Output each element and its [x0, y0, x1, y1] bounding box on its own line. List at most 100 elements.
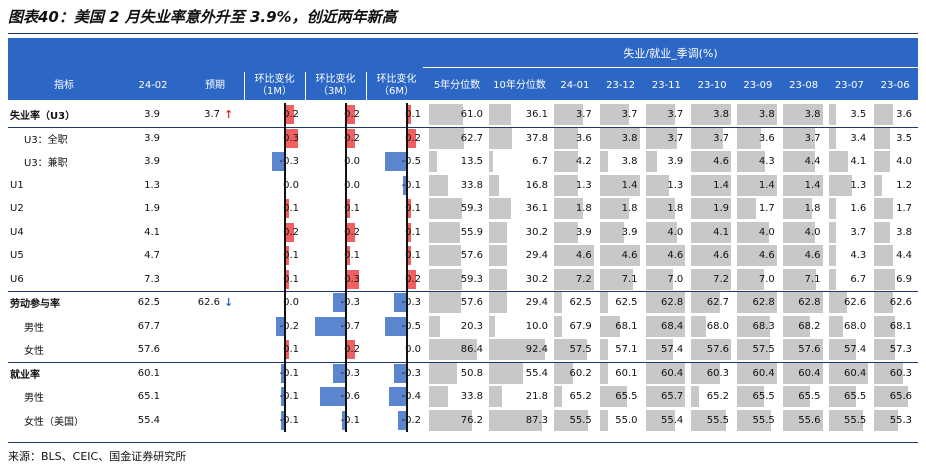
change-1m-bar: [285, 269, 290, 289]
history-value: 4.0: [758, 226, 775, 238]
history-value: 4.6: [667, 250, 684, 261]
row-label: U1: [10, 179, 24, 191]
change-1m-bar: [276, 316, 285, 336]
expected-value: 3.7: [204, 109, 220, 120]
history-value: 68.4: [660, 320, 684, 332]
change-6m-value: -0.3: [401, 297, 421, 308]
group-divider: [8, 361, 918, 363]
history-bar: [599, 127, 640, 149]
change-3m-bar: [332, 293, 346, 312]
value-24-02: 3.9: [144, 156, 160, 167]
pct-10y-value: 55.4: [525, 367, 548, 379]
value-24-02: 1.3: [144, 179, 160, 191]
history-bar: [645, 198, 675, 219]
history-bar: [874, 292, 893, 313]
value-24-02: 4.7: [144, 250, 160, 261]
history-value: 65.5: [843, 391, 867, 402]
history-bar: [554, 245, 594, 266]
history-value: 57.1: [615, 344, 638, 355]
history-value: 3.8: [621, 132, 638, 144]
header-cell: 5年分位数: [433, 80, 481, 91]
pct-10y-bar: [489, 174, 500, 196]
history-value: 4.1: [850, 156, 867, 167]
history-value: 7.1: [804, 273, 821, 285]
history-value: 1.4: [713, 179, 729, 191]
pct-5y-value: 57.6: [460, 250, 483, 261]
value-24-02: 3.9: [144, 132, 160, 144]
change-3m-axis: [345, 126, 347, 150]
change-3m-value: 0.2: [344, 226, 360, 238]
header-cell: 指标: [54, 80, 74, 91]
history-bar: [554, 104, 584, 125]
change-3m-value: -0.1: [340, 414, 360, 426]
change-1m-value: 0.2: [283, 109, 299, 120]
change-6m-value: 0.2: [405, 132, 421, 144]
history-value: 4.4: [804, 156, 821, 167]
history-bar: [554, 221, 578, 243]
history-value: 3.9: [667, 156, 684, 167]
history-bar: [737, 104, 777, 125]
history-value: 60.4: [798, 367, 821, 379]
change-1m-axis: [284, 361, 286, 385]
change-1m-axis: [284, 408, 286, 432]
history-bar: [691, 409, 726, 431]
pct-5y-value: 13.5: [460, 156, 483, 167]
history-value: 60.2: [569, 367, 592, 379]
header-divider: [244, 72, 245, 100]
history-bar: [554, 174, 578, 196]
change-1m-bar: [285, 340, 290, 359]
change-3m-axis: [345, 361, 347, 385]
pct-5y-value: 59.3: [460, 203, 483, 214]
pct-5y-bar: [429, 127, 465, 149]
history-value: 60.4: [843, 367, 867, 379]
pct-5y-bar: [429, 315, 441, 337]
change-3m-bar: [315, 316, 346, 336]
history-value: 3.7: [713, 132, 729, 144]
pct-5y-bar: [429, 221, 461, 243]
history-bar: [691, 174, 731, 196]
change-1m-bar: [280, 410, 285, 430]
history-value: 3.6: [575, 132, 592, 144]
pct-10y-value: 37.8: [525, 132, 548, 144]
row-label: U5: [10, 250, 24, 261]
history-bar: [828, 315, 843, 337]
history-bar: [782, 104, 823, 125]
history-bar: [737, 268, 765, 290]
history-bar: [554, 315, 562, 337]
pct-10y-bar: [489, 292, 507, 313]
history-bar: [874, 151, 891, 172]
history-bar: [599, 409, 608, 431]
change-1m-bar: [285, 128, 299, 148]
history-value: 7.1: [621, 273, 638, 285]
change-3m-bar: [341, 410, 346, 430]
history-bar: [782, 292, 823, 313]
history-bar: [599, 386, 627, 407]
history-value: 57.5: [569, 344, 592, 355]
history-value: 6.7: [850, 273, 867, 285]
history-bar: [691, 221, 731, 243]
history-value: 3.8: [713, 109, 729, 120]
history-value: 60.1: [615, 367, 638, 379]
change-3m-value: 0.1: [344, 250, 360, 261]
history-bar: [645, 339, 673, 360]
pct-5y-bar: [429, 198, 463, 219]
row-label: U3：兼职: [24, 158, 68, 169]
pct-10y-value: 36.1: [525, 109, 548, 120]
pct-10y-value: 30.2: [525, 226, 548, 238]
pct-10y-bar: [489, 386, 503, 407]
history-bar: [828, 198, 837, 219]
expected-value: 62.6: [197, 297, 220, 308]
history-value: 1.7: [758, 203, 775, 214]
pct-5y-value: 20.3: [460, 320, 483, 332]
change-6m-bar: [385, 152, 407, 171]
footer-rule: [8, 442, 918, 443]
pct-10y-value: 10.0: [525, 320, 548, 332]
change-6m-bar: [407, 269, 416, 289]
history-bar: [737, 221, 769, 243]
history-value: 57.4: [843, 344, 867, 355]
change-6m-bar: [398, 410, 407, 430]
change-6m-value: 0.1: [405, 226, 421, 238]
history-value: 7.0: [667, 273, 684, 285]
history-bar: [599, 268, 634, 290]
pct-10y-bar: [489, 362, 523, 384]
